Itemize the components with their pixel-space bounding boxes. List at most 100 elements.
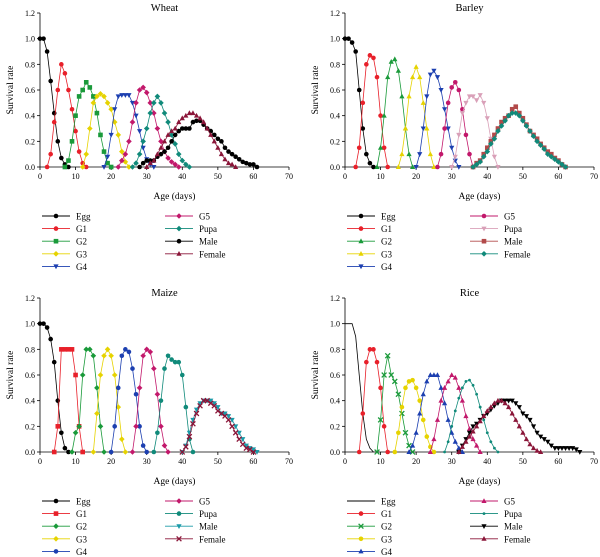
legend: Egg G1 G2 G3 G4 G5 Pupa Male Female [42, 212, 226, 272]
data-point-g2 [79, 372, 86, 378]
data-point-g2 [87, 85, 93, 90]
series-g4 [413, 68, 462, 170]
legend-label: G4 [381, 547, 392, 557]
data-point-egg [66, 164, 71, 170]
data-point-male [179, 126, 185, 131]
y-tick-label: 0.2 [25, 137, 35, 146]
data-point-g5 [438, 151, 444, 157]
series-line-g1 [355, 54, 389, 168]
data-point-g5 [442, 126, 447, 131]
data-point-g1 [367, 347, 373, 352]
legend-marker [53, 498, 59, 504]
x-tick-label: 60 [249, 172, 257, 181]
data-point-pupa [158, 100, 164, 106]
legend-item-pupa: Pupa [470, 509, 522, 519]
series-line-pupa [444, 379, 499, 453]
data-point-egg [62, 445, 68, 451]
series-line-g4 [110, 348, 148, 453]
legend-item-g5: G5 [470, 497, 515, 507]
data-point-pupa [162, 366, 167, 371]
data-point-g5 [151, 365, 157, 372]
data-point-g2 [399, 410, 405, 417]
x-tick-label: 20 [107, 172, 115, 181]
x-axis-label: Age (days) [459, 476, 501, 487]
data-point-female [165, 132, 171, 137]
data-point-male [165, 145, 171, 151]
data-point-g5 [175, 164, 182, 170]
data-point-g1 [59, 62, 64, 67]
series-line-egg [345, 323, 374, 453]
legend-marker [482, 512, 486, 515]
data-point-g2 [91, 94, 96, 99]
data-point-female [509, 410, 515, 416]
series-g1 [51, 347, 85, 455]
legend-marker [176, 511, 182, 516]
data-point-g3 [90, 100, 97, 106]
data-point-g5 [158, 138, 164, 145]
data-point-g5 [431, 436, 437, 442]
data-point-g5 [445, 100, 451, 106]
legend-label: Egg [381, 212, 396, 222]
data-point-female [456, 449, 462, 454]
legend-marker [481, 524, 487, 529]
data-point-female [488, 141, 494, 147]
series-female [144, 110, 239, 169]
data-point-male [555, 446, 562, 451]
series-line-g2 [71, 348, 105, 453]
data-point-g1 [381, 424, 387, 429]
series-line-g1 [358, 348, 389, 453]
x-tick-label: 10 [377, 172, 385, 181]
data-point-male [566, 446, 572, 451]
data-point-g5 [427, 449, 433, 454]
data-point-pupa [158, 398, 164, 403]
data-point-female [201, 119, 207, 125]
data-point-pupa [143, 125, 150, 132]
x-tick-label: 30 [448, 172, 456, 181]
data-point-g1 [371, 347, 376, 352]
legend-item-g4: G4 [347, 262, 392, 272]
y-tick-label: 0.4 [330, 397, 340, 406]
series-egg [342, 36, 376, 170]
data-point-male [172, 132, 178, 138]
data-point-g4 [126, 349, 132, 355]
data-point-female [208, 132, 214, 137]
data-point-female [158, 144, 164, 150]
legend-label: G4 [76, 547, 87, 557]
legend-item-g2: G2 [347, 522, 392, 532]
x-tick-label: 10 [72, 172, 80, 181]
data-point-g3 [108, 352, 114, 359]
data-point-g5 [449, 372, 455, 377]
data-point-male [541, 437, 547, 442]
legend-item-male: Male [470, 522, 523, 532]
legend-marker [358, 523, 364, 530]
data-point-g2 [76, 94, 82, 99]
y-axis-label: Survival rate [6, 351, 16, 400]
x-tick-label: 0 [38, 172, 42, 181]
data-point-egg [44, 49, 50, 54]
data-point-female [225, 160, 232, 166]
data-point-g4 [409, 442, 416, 448]
data-point-g3 [87, 125, 93, 132]
data-point-g3 [402, 125, 409, 131]
data-point-g4 [151, 165, 157, 170]
data-point-g5 [477, 449, 483, 454]
legend-label: G2 [381, 522, 392, 532]
data-point-male [516, 405, 522, 410]
legend-label: G4 [381, 262, 392, 272]
series-line-g3 [82, 93, 130, 168]
data-point-female [470, 164, 476, 170]
data-point-pupa [154, 93, 161, 100]
data-point-g3 [395, 164, 401, 169]
data-point-g2 [395, 67, 401, 73]
x-tick-label: 50 [214, 457, 222, 466]
data-point-g5 [119, 157, 125, 164]
data-point-male [240, 437, 246, 442]
data-point-g5 [452, 374, 458, 380]
data-point-g2 [98, 132, 103, 138]
data-point-male [233, 424, 239, 430]
data-point-male [215, 405, 221, 410]
data-point-male [140, 160, 146, 166]
legend-marker [53, 536, 59, 542]
data-point-g5 [154, 125, 161, 132]
data-point-g3 [104, 346, 111, 353]
